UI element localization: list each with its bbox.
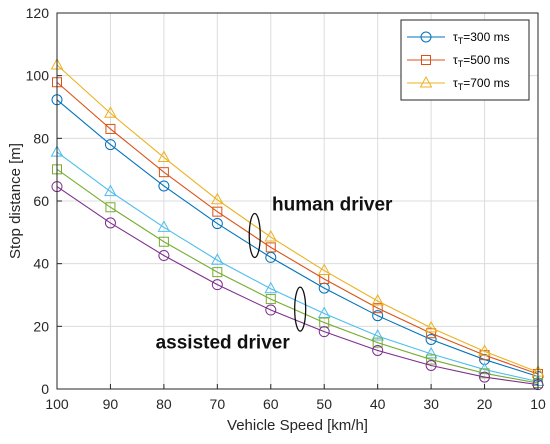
annotation-ellipse <box>294 286 307 332</box>
series-5 <box>51 181 544 391</box>
data-point <box>372 303 383 314</box>
annotations: human driver assisted driver <box>156 194 393 353</box>
data-point <box>158 167 169 178</box>
data-point <box>371 293 385 306</box>
legend-label: τT=500 ms <box>453 53 510 69</box>
annotation-label: assisted driver <box>156 332 291 353</box>
data-point <box>212 267 223 278</box>
x-tick-label: 60 <box>263 396 279 412</box>
data-point <box>479 371 491 383</box>
data-point <box>158 250 170 262</box>
series-line <box>56 99 539 377</box>
data-point <box>104 139 116 151</box>
data-point <box>372 344 384 356</box>
data-point <box>317 306 331 318</box>
data-point <box>317 263 331 276</box>
data-point <box>158 236 169 247</box>
data-point <box>105 202 116 213</box>
data-point <box>426 354 437 365</box>
data-point <box>211 218 223 230</box>
annotation-label: human driver <box>272 194 393 215</box>
data-point <box>157 150 171 162</box>
legend-marker <box>419 75 433 88</box>
legend-marker <box>420 31 432 43</box>
y-tick-label: 40 <box>33 256 49 272</box>
y-tick-label: 60 <box>33 193 49 209</box>
data-point <box>425 333 437 345</box>
y-axis-label: Stop distance [m] <box>7 143 24 259</box>
series-4 <box>52 164 543 389</box>
plot-frame <box>56 12 539 390</box>
series-line <box>56 168 539 384</box>
data-point <box>265 304 277 316</box>
data-point <box>210 192 224 205</box>
data-point <box>318 326 330 338</box>
data-point <box>372 337 383 348</box>
x-tick-label: 20 <box>477 396 493 412</box>
data-point <box>424 320 438 333</box>
series-2 <box>50 57 545 377</box>
data-point <box>425 360 437 371</box>
x-axis-label: Vehicle Speed [km/h] <box>227 417 368 434</box>
data-point <box>372 310 384 322</box>
data-point <box>158 180 170 192</box>
x-tick-label: 50 <box>316 396 332 412</box>
x-tick-label: 90 <box>103 396 119 412</box>
data-point <box>424 346 438 359</box>
y-tick-label: 120 <box>26 5 50 21</box>
data-point <box>264 229 278 242</box>
x-tick-label: 100 <box>45 396 69 412</box>
data-point <box>104 217 116 229</box>
series-layer <box>50 57 545 391</box>
data-point <box>157 220 171 232</box>
data-point <box>104 184 117 197</box>
data-point <box>265 251 277 263</box>
series-line <box>56 64 539 373</box>
x-tick-label: 70 <box>210 396 226 412</box>
legend-marker <box>421 55 431 65</box>
x-tick-label: 80 <box>156 396 172 412</box>
legend-entry: τT=300 ms <box>407 30 510 46</box>
y-tick-label: 0 <box>41 381 49 397</box>
data-point <box>479 368 490 379</box>
y-tick-label: 80 <box>33 130 49 146</box>
legend-entry: τT=700 ms <box>407 75 510 92</box>
legend-label: τT=300 ms <box>453 30 510 46</box>
data-point <box>212 206 223 217</box>
series-line <box>56 186 539 386</box>
series-line <box>56 81 539 375</box>
y-tick-label: 20 <box>33 318 49 334</box>
data-point <box>211 279 223 291</box>
x-tick-label: 10 <box>530 396 546 412</box>
data-point <box>104 106 117 118</box>
data-point <box>210 253 224 265</box>
x-tick-label: 30 <box>423 396 439 412</box>
legend-entry: τT=500 ms <box>407 53 510 69</box>
series-line <box>56 151 539 383</box>
x-tick-label: 40 <box>370 396 386 412</box>
legend: τT=300 ms τT=500 ms τT=700 ms <box>400 19 530 101</box>
data-point <box>426 328 437 339</box>
data-point <box>105 123 116 134</box>
data-point <box>265 242 276 253</box>
legend-label: τT=700 ms <box>453 76 510 92</box>
data-point <box>371 329 385 341</box>
y-tick-label: 100 <box>26 68 50 84</box>
data-point <box>264 281 278 294</box>
data-point <box>265 294 276 305</box>
annotation-ellipse <box>248 212 261 259</box>
data-point <box>478 344 491 356</box>
